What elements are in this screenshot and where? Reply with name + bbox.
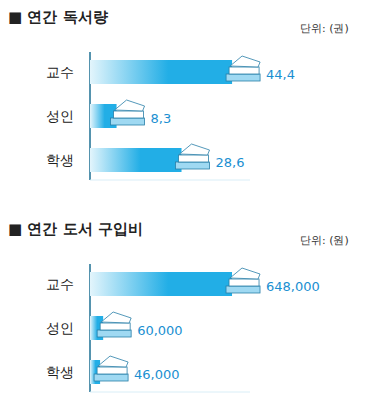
book-icon — [176, 162, 210, 169]
book-icon — [114, 111, 144, 118]
category-label: 교수 — [46, 64, 74, 80]
category-label: 성인 — [46, 320, 74, 336]
bar — [90, 272, 232, 296]
chart-1: ■ 연간 도서 구입비단위: (원) 교수 648,000 성인 60,000 학생 46,… — [8, 220, 349, 392]
book-icon — [226, 74, 260, 81]
category-label: 성인 — [46, 108, 74, 124]
data-label: 60,000 — [137, 323, 183, 338]
chart-0: ■ 연간 독서량단위: (권) 교수 44,4 성인 8,3 학생 28,6 — [8, 8, 349, 180]
bars — [90, 60, 232, 172]
title: ■ 연간 독서량 — [8, 8, 108, 26]
category-label: 학생 — [46, 364, 74, 380]
data-label: 648,000 — [266, 279, 320, 294]
book-icon — [230, 56, 260, 67]
chart-root: ■ 연간 독서량단위: (권) 교수 44,4 성인 8,3 학생 28,6 ■ 연간 도서 … — [0, 0, 373, 406]
book-icon — [100, 323, 130, 330]
book-icon — [115, 100, 145, 111]
book-icon — [97, 330, 131, 337]
unit-label: 단위: (원) — [300, 234, 349, 247]
x-axis-line — [90, 392, 250, 393]
chart-svg: ■ 연간 독서량단위: (권) 교수 44,4 성인 8,3 학생 28,6 ■ 연간 도서 … — [0, 0, 373, 406]
book-icon — [179, 155, 209, 162]
unit-label: 단위: (권) — [300, 22, 349, 35]
book-icon — [94, 374, 128, 381]
decorations — [111, 56, 261, 169]
book-icon — [101, 312, 131, 323]
book-icon — [226, 286, 260, 293]
book-icon — [229, 279, 259, 286]
x-axis-line — [90, 180, 250, 181]
book-icon — [229, 67, 259, 74]
book-icon — [97, 367, 127, 374]
book-icon — [98, 356, 128, 367]
data-label: 28,6 — [216, 155, 245, 170]
data-label: 44,4 — [266, 67, 295, 82]
bars — [90, 272, 232, 384]
decorations — [94, 268, 260, 381]
book-icon — [111, 118, 145, 125]
category-label: 학생 — [46, 152, 74, 168]
data-label: 46,000 — [134, 367, 180, 382]
book-icon — [230, 268, 260, 279]
data-label: 8,3 — [151, 111, 172, 126]
title: ■ 연간 도서 구입비 — [8, 220, 143, 238]
book-icon — [180, 144, 210, 155]
bar — [90, 148, 182, 172]
bar — [90, 60, 232, 84]
category-label: 교수 — [46, 276, 74, 292]
